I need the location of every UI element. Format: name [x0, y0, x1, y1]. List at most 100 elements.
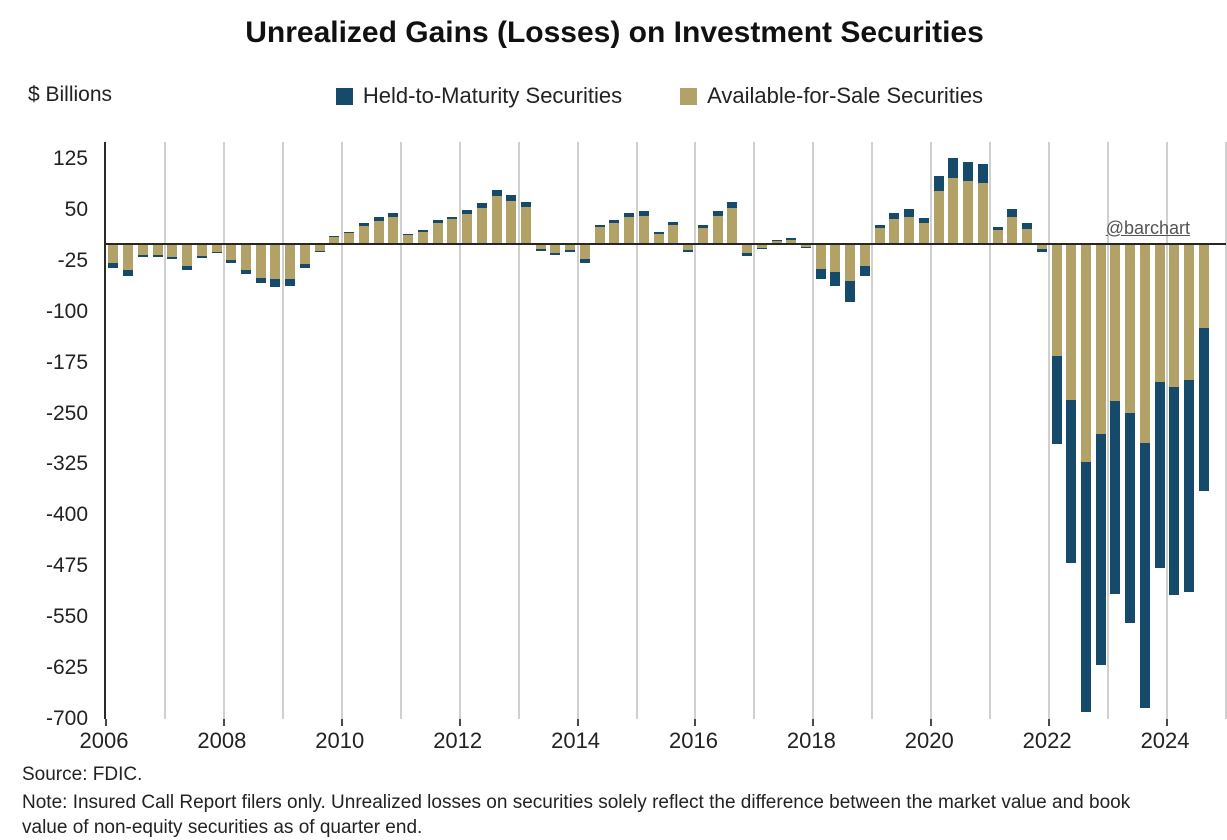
x-axis-tick	[930, 719, 933, 726]
bar-segment-held-to-maturity	[1154, 382, 1165, 569]
bar-segment-available-for-sale	[1198, 243, 1209, 328]
bar-segment-available-for-sale	[977, 182, 988, 244]
y-axis-tick-label: -25	[57, 248, 88, 272]
bar-segment-available-for-sale	[992, 230, 1003, 244]
bar-segment-available-for-sale	[506, 201, 517, 244]
watermark: @barchart	[1105, 217, 1190, 238]
bar-segment-available-for-sale	[830, 243, 841, 273]
year-gridline	[517, 142, 520, 719]
bar-segment-held-to-maturity	[859, 266, 870, 277]
bar-segment-held-to-maturity	[137, 254, 148, 257]
bar-segment-available-for-sale	[565, 243, 576, 250]
bar-segment-held-to-maturity	[977, 163, 988, 183]
bar-segment-held-to-maturity	[329, 235, 340, 237]
year-gridline	[1225, 142, 1227, 719]
bar-segment-available-for-sale	[152, 243, 163, 255]
bar-segment-held-to-maturity	[167, 257, 178, 260]
bar-segment-available-for-sale	[786, 239, 797, 244]
bar-segment-available-for-sale	[196, 243, 207, 257]
bar-segment-held-to-maturity	[285, 279, 296, 286]
bar-segment-available-for-sale	[918, 223, 929, 244]
bar-segment-available-for-sale	[344, 232, 355, 244]
bar-segment-held-to-maturity	[815, 268, 826, 280]
y-axis-tick-label: -175	[45, 350, 88, 374]
bar-segment-available-for-sale	[476, 207, 487, 244]
bar-segment-held-to-maturity	[152, 254, 163, 257]
held-to-maturity-swatch-icon	[335, 87, 353, 105]
x-axis-tick	[222, 719, 225, 726]
x-axis-tick	[105, 719, 107, 726]
bar-segment-available-for-sale	[373, 220, 384, 244]
bar-segment-held-to-maturity	[742, 253, 753, 257]
bar-segment-held-to-maturity	[1036, 249, 1047, 252]
x-axis-tick-label: 2008	[197, 728, 247, 753]
bar-segment-available-for-sale	[491, 196, 502, 244]
bar-segment-held-to-maturity	[314, 250, 325, 252]
bar-segment-held-to-maturity	[1051, 355, 1062, 445]
bar-segment-held-to-maturity	[108, 262, 119, 268]
bar-segment-held-to-maturity	[299, 264, 310, 268]
bar-segment-available-for-sale	[948, 177, 959, 244]
bar-segment-held-to-maturity	[373, 216, 384, 221]
bar-segment-held-to-maturity	[447, 216, 458, 220]
x-axis-tick-label: 2022	[1022, 728, 1072, 753]
bar-segment-available-for-sale	[1007, 216, 1018, 244]
year-gridline	[281, 142, 284, 719]
y-axis-tick-label: -400	[45, 503, 88, 527]
bar-segment-held-to-maturity	[344, 231, 355, 233]
y-axis-tick-label: -550	[45, 605, 88, 629]
year-gridline	[871, 142, 874, 719]
bar-segment-available-for-sale	[815, 243, 826, 269]
y-axis-tick-label: 125	[52, 146, 88, 170]
bar-segment-held-to-maturity	[432, 220, 443, 223]
zero-baseline	[106, 242, 1226, 245]
bar-segment-held-to-maturity	[594, 224, 605, 227]
y-axis: 125 50 -25 -100 -175 -250 -325 -400 -475 -550 -625…	[10, 142, 96, 742]
bar-segment-held-to-maturity	[653, 231, 664, 234]
bar-segment-held-to-maturity	[756, 247, 767, 250]
bar-segment-held-to-maturity	[1080, 462, 1091, 713]
bar-segment-held-to-maturity	[182, 265, 193, 270]
x-axis-tick	[1048, 719, 1051, 726]
bar-segment-available-for-sale	[358, 226, 369, 244]
bar-segment-available-for-sale	[1095, 243, 1106, 434]
year-gridline	[222, 142, 225, 719]
bar-segment-held-to-maturity	[565, 249, 576, 252]
bar-segment-held-to-maturity	[1110, 401, 1121, 595]
bar-segment-held-to-maturity	[1125, 412, 1136, 624]
y-axis-tick-label: 50	[64, 197, 88, 221]
year-gridline	[576, 142, 579, 719]
bar-segment-held-to-maturity	[196, 256, 207, 259]
available-for-sale-swatch-icon	[680, 87, 698, 105]
bar-segment-held-to-maturity	[240, 269, 251, 274]
bar-segment-available-for-sale	[314, 243, 325, 251]
bar-segment-available-for-sale	[727, 207, 738, 244]
bar-segment-held-to-maturity	[948, 157, 959, 178]
bar-segment-available-for-sale	[771, 240, 782, 244]
y-axis-tick-label: -325	[45, 452, 88, 476]
y-axis-tick-label: -100	[45, 299, 88, 323]
bar-segment-available-for-sale	[742, 243, 753, 254]
bar-segment-available-for-sale	[579, 243, 590, 259]
bar-segment-held-to-maturity	[491, 189, 502, 197]
bar-segment-available-for-sale	[388, 216, 399, 244]
bar-segment-held-to-maturity	[462, 209, 473, 214]
bar-segment-held-to-maturity	[771, 239, 782, 241]
bar-segment-available-for-sale	[447, 219, 458, 244]
year-gridline	[340, 142, 343, 719]
x-axis-tick-label: 2012	[433, 728, 483, 753]
year-gridline	[458, 142, 461, 719]
bar-segment-available-for-sale	[535, 243, 546, 250]
bar-segment-held-to-maturity	[1007, 208, 1018, 217]
bar-segment-available-for-sale	[1036, 243, 1047, 250]
bar-segment-available-for-sale	[1110, 243, 1121, 402]
x-axis-tick	[576, 719, 579, 726]
bar-segment-available-for-sale	[963, 181, 974, 244]
bar-segment-available-for-sale	[240, 243, 251, 270]
bar-segment-held-to-maturity	[358, 223, 369, 227]
bar-segment-held-to-maturity	[270, 279, 281, 288]
bar-segment-held-to-maturity	[918, 218, 929, 224]
bar-segment-held-to-maturity	[963, 162, 974, 182]
year-gridline	[694, 142, 697, 719]
